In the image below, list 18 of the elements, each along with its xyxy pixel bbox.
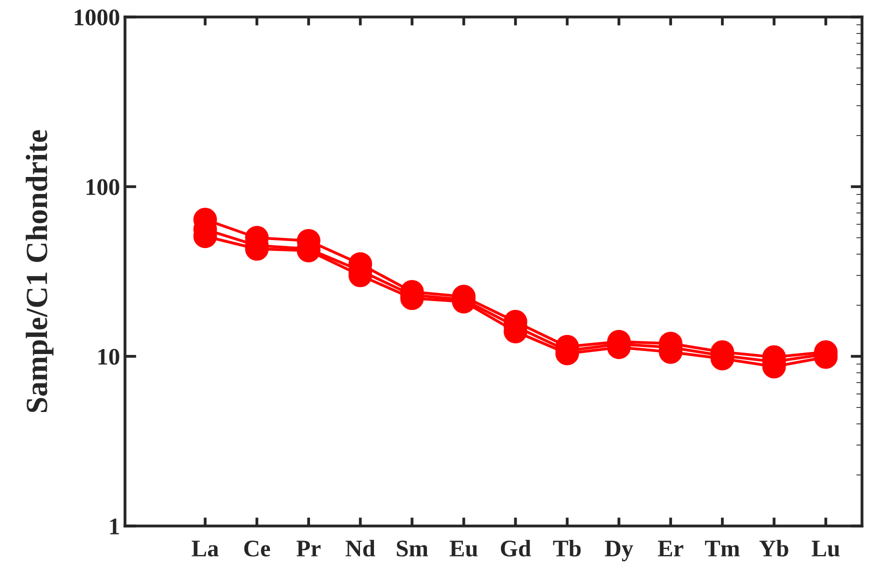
- y-tick-label: 100: [86, 179, 120, 196]
- y-tick-label: 1: [110, 518, 119, 534]
- x-tick-label: La: [192, 540, 219, 557]
- x-tick-label: Lu: [812, 540, 840, 557]
- x-tick-label: Tb: [553, 540, 581, 557]
- x-tick-label: Eu: [450, 540, 478, 557]
- x-tick-label: Ce: [244, 540, 270, 557]
- y-tick-label: 10: [98, 348, 120, 365]
- x-tick-label: Gd: [500, 540, 531, 557]
- x-tick-label: Pr: [296, 540, 321, 556]
- x-tick-label: Dy: [604, 540, 634, 562]
- x-tick-label: Tm: [705, 540, 740, 556]
- x-tick-label: Er: [658, 540, 684, 556]
- y-tick-label: 1000: [74, 9, 120, 26]
- x-tick-label: Nd: [346, 540, 376, 557]
- x-tick-label: Sm: [396, 540, 428, 557]
- x-tick-label: Yb: [759, 540, 788, 557]
- y-axis-title: Sample/C1 Chondrite: [26, 130, 54, 412]
